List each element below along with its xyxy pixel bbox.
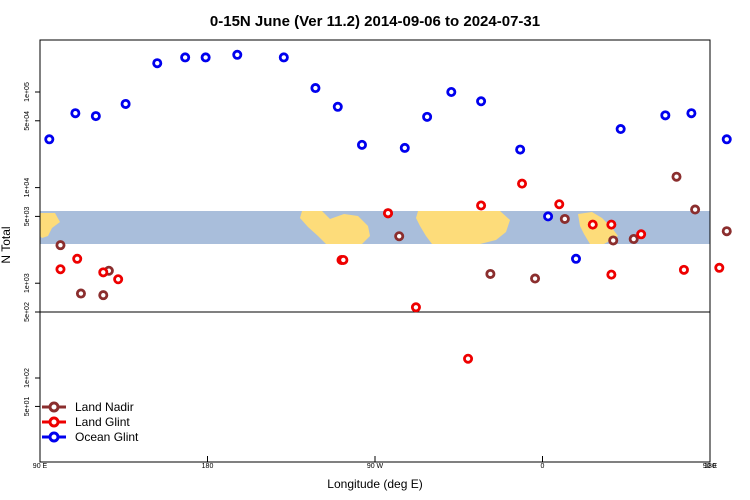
point-land-nadir	[98, 290, 109, 301]
point-land-glint	[98, 267, 109, 278]
legend-label-land-nadir: Land Nadir	[75, 400, 134, 414]
y-tick-label: 1e+03	[24, 273, 31, 293]
point-land-nadir	[394, 231, 405, 242]
point-land-glint	[554, 199, 565, 210]
point-land-glint	[714, 262, 725, 273]
x-tick-label: 90 E	[703, 463, 718, 470]
point-land-nadir	[628, 234, 639, 245]
point-land-nadir	[671, 171, 682, 182]
point-land-nadir	[75, 288, 86, 299]
y-tick-label: 1e+04	[24, 178, 31, 198]
y-tick-label: 5e+01	[24, 396, 31, 416]
point-land-glint	[476, 200, 487, 211]
point-land-glint	[517, 178, 528, 189]
point-ocean-glint	[660, 110, 671, 121]
x-tick-label: 90 E	[33, 463, 48, 470]
point-ocean-glint	[686, 108, 697, 119]
point-ocean-glint	[44, 134, 55, 145]
legend: Land Nadir Land Glint Ocean Glint	[42, 400, 139, 444]
point-ocean-glint	[422, 111, 433, 122]
point-land-glint	[410, 302, 421, 313]
map-band	[40, 211, 710, 244]
point-land-nadir	[485, 268, 496, 279]
point-land-nadir	[530, 273, 541, 284]
legend-marker-land-glint	[48, 416, 60, 428]
legend-label-ocean-glint: Ocean Glint	[75, 430, 139, 444]
y-tick-label: 1e+05	[24, 82, 31, 102]
chart-title: 0-15N June (Ver 11.2) 2014-09-06 to 2024…	[210, 13, 540, 30]
point-ocean-glint	[70, 108, 81, 119]
point-ocean-glint	[332, 101, 343, 112]
x-tick-label: 0	[541, 463, 545, 470]
point-land-glint	[636, 229, 647, 240]
x-tick-label: 180	[704, 463, 716, 470]
point-land-glint	[55, 264, 66, 275]
point-ocean-glint	[476, 96, 487, 107]
y-tick-label: 5e+02	[24, 302, 31, 322]
point-ocean-glint	[90, 111, 101, 122]
y-tick-label: 5e+03	[24, 206, 31, 226]
point-land-nadir	[559, 213, 570, 224]
point-ocean-glint	[356, 139, 367, 150]
land-patch-west	[40, 213, 60, 238]
x-tick-label: 180	[202, 463, 214, 470]
point-ocean-glint	[120, 98, 131, 109]
data-points	[44, 49, 732, 364]
y-tick-label: 5e+04	[24, 111, 31, 131]
point-land-glint	[383, 208, 394, 219]
x-axis-label: Longitude (deg E)	[327, 477, 422, 491]
point-ocean-glint	[232, 49, 243, 60]
point-ocean-glint	[515, 144, 526, 155]
y-axis-ticks: 1e+03 5e+03 1e+04 5e+04 1e+05 5e+01 1e+02 5e+02	[24, 82, 40, 416]
point-land-glint	[463, 353, 474, 364]
point-land-glint	[678, 264, 689, 275]
land-patch-americas	[300, 211, 370, 244]
point-land-glint	[338, 254, 349, 265]
point-land-nadir	[721, 226, 732, 237]
point-ocean-glint	[152, 58, 163, 69]
land-patch-africa	[416, 211, 510, 244]
point-ocean-glint	[180, 52, 191, 63]
point-land-nadir	[690, 204, 701, 215]
point-ocean-glint	[543, 211, 554, 222]
point-land-glint	[587, 219, 598, 230]
point-ocean-glint	[571, 253, 582, 264]
point-ocean-glint	[721, 134, 732, 145]
point-ocean-glint	[446, 87, 457, 98]
point-ocean-glint	[200, 52, 211, 63]
point-land-glint	[606, 219, 617, 230]
point-land-glint	[606, 269, 617, 280]
point-land-glint	[72, 253, 83, 264]
y-axis-label: N Total	[0, 226, 13, 263]
point-ocean-glint	[278, 52, 289, 63]
point-ocean-glint	[399, 142, 410, 153]
point-land-nadir	[55, 240, 66, 251]
legend-label-land-glint: Land Glint	[75, 415, 130, 429]
legend-marker-ocean-glint	[48, 431, 60, 443]
y-tick-label: 1e+02	[24, 368, 31, 388]
legend-marker-land-nadir	[48, 401, 60, 413]
point-ocean-glint	[615, 124, 626, 135]
x-tick-label: 90 W	[367, 463, 384, 470]
point-land-nadir	[608, 235, 619, 246]
land-patch-asia	[578, 212, 618, 244]
point-land-glint	[113, 274, 124, 285]
point-ocean-glint	[310, 83, 321, 94]
